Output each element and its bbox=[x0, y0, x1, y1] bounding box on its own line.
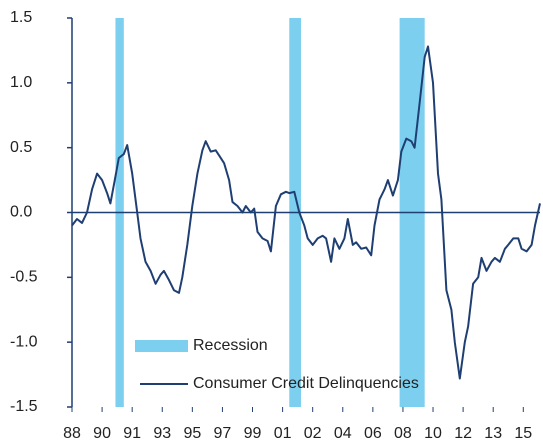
y-tick-label: -0.5 bbox=[10, 269, 38, 286]
x-tick-label: 93 bbox=[153, 425, 171, 442]
x-tick-label: 12 bbox=[454, 425, 472, 442]
x-tick-label: 95 bbox=[183, 425, 201, 442]
x-tick-label: 91 bbox=[123, 425, 141, 442]
x-tick-label: 06 bbox=[364, 425, 382, 442]
x-tick-label: 04 bbox=[334, 425, 352, 442]
x-tick-label: 97 bbox=[214, 425, 232, 442]
x-tick-label: 15 bbox=[514, 425, 532, 442]
legend-label: Consumer Credit Delinquencies bbox=[193, 375, 419, 392]
x-tick-label: 02 bbox=[304, 425, 322, 442]
y-tick-label: -1.0 bbox=[10, 333, 38, 350]
x-tick-label: 90 bbox=[93, 425, 111, 442]
x-tick-label: 01 bbox=[274, 425, 292, 442]
x-tick-label: 08 bbox=[394, 425, 412, 442]
legend-label: Recession bbox=[193, 337, 268, 354]
x-tick-label: 88 bbox=[63, 425, 81, 442]
y-tick-label: -1.5 bbox=[10, 398, 38, 415]
x-tick-label: 10 bbox=[424, 425, 442, 442]
y-tick-label: 1.5 bbox=[10, 9, 32, 26]
y-tick-label: 1.0 bbox=[10, 74, 32, 91]
legend-swatch bbox=[135, 340, 188, 352]
x-tick-label: 99 bbox=[244, 425, 262, 442]
x-tick-label: 13 bbox=[484, 425, 502, 442]
series-line bbox=[71, 45, 541, 380]
y-tick-label: 0.0 bbox=[10, 204, 32, 221]
y-tick-label: 0.5 bbox=[10, 139, 32, 156]
